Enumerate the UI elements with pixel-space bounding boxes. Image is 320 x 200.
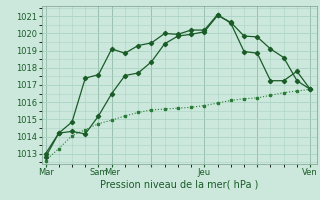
X-axis label: Pression niveau de la mer( hPa ): Pression niveau de la mer( hPa ) [100, 180, 258, 190]
